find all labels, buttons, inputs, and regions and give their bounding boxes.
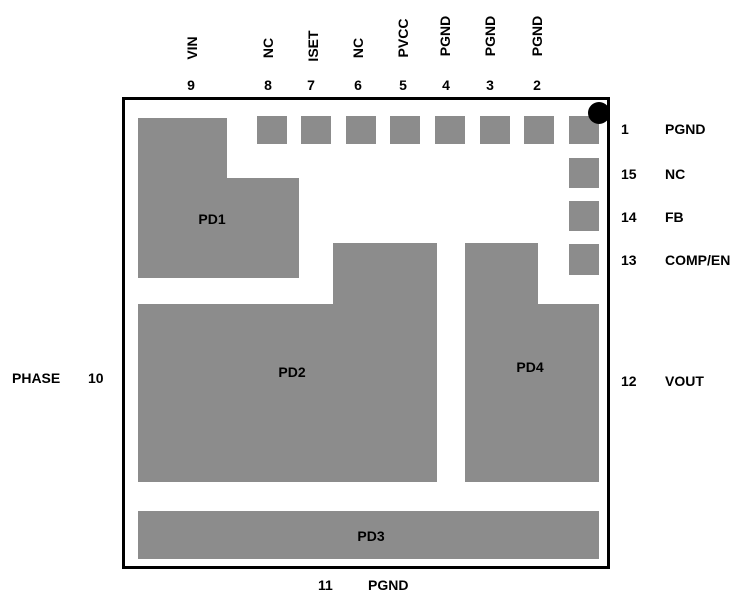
pin-number-12: 12 (621, 373, 637, 389)
pin-name-nc-15: NC (665, 166, 686, 182)
pad-pin-13 (569, 244, 599, 275)
pad-pin-4 (435, 116, 465, 144)
pad-pin-3 (480, 116, 510, 144)
pad-label-pd2: PD2 (278, 364, 306, 380)
pad-pin-14 (569, 201, 599, 231)
pin-number-9: 9 (187, 77, 195, 93)
pin-name-vout: VOUT (665, 373, 704, 389)
pin-number-6: 6 (354, 77, 362, 93)
pad-pin-2 (524, 116, 554, 144)
pin-number-4: 4 (442, 77, 450, 93)
pad-pin-7 (301, 116, 331, 144)
pin-name-phase: PHASE (12, 370, 61, 386)
pad-pin-8 (257, 116, 287, 144)
pin-number-13: 13 (621, 252, 637, 268)
pin-number-3: 3 (486, 77, 494, 93)
pin-name-comp-en: COMP/EN (665, 252, 731, 268)
pin-number-14: 14 (621, 209, 637, 225)
pad-label-pd1: PD1 (198, 211, 226, 227)
pin-number-1: 1 (621, 121, 629, 137)
pin-number-5: 5 (399, 77, 407, 93)
pin-name-pgnd-11: PGND (368, 577, 409, 593)
pad-pd1 (138, 118, 299, 278)
pin-number-11: 11 (318, 577, 333, 593)
pad-pin-15 (569, 158, 599, 188)
pad-pd3 (138, 511, 599, 559)
pin-number-7: 7 (307, 77, 315, 93)
pad-pd2 (138, 243, 437, 482)
pad-label-pd4: PD4 (516, 359, 544, 375)
pad-label-pd3: PD3 (357, 528, 385, 544)
pad-pd4 (465, 243, 599, 482)
pin-number-8: 8 (264, 77, 272, 93)
pad-pin-6 (346, 116, 376, 144)
pin-name-pgnd-1: PGND (665, 121, 706, 137)
pin-name-fb: FB (665, 209, 684, 225)
pin-number-10: 10 (88, 370, 104, 386)
pin-number-2: 2 (533, 77, 541, 93)
pin1-indicator-dot (588, 102, 610, 124)
pad-pin-5 (390, 116, 420, 144)
pin-number-15: 15 (621, 166, 637, 182)
